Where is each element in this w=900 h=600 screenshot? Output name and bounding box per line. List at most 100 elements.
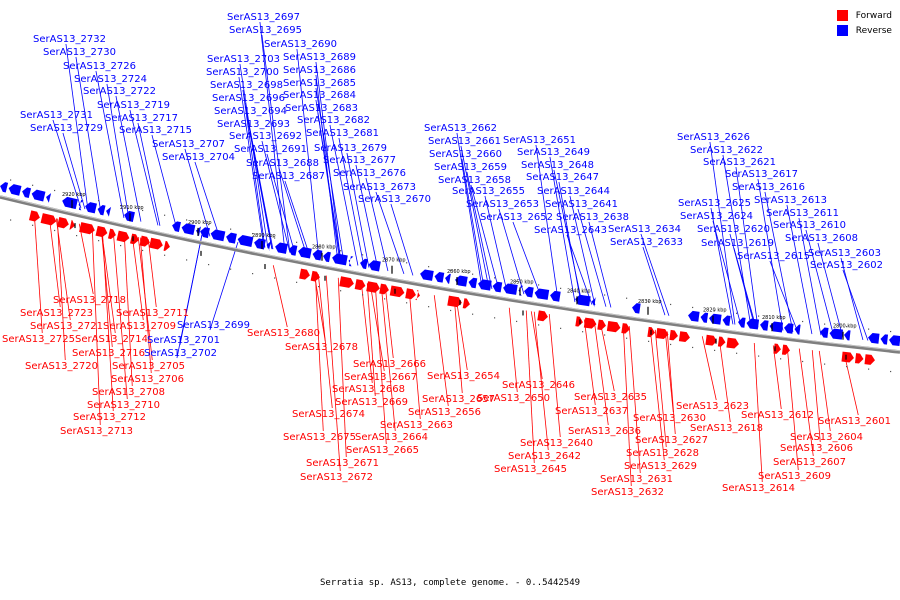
reverse-connector-line [722,154,752,327]
forward-gene-label: SerAS13_2666 [353,359,426,370]
forward-gene-label: SerAS13_2667 [344,372,417,383]
reverse-gene-arrow [769,321,784,333]
rail-dot [362,294,364,296]
forward-connector-line [622,325,632,487]
reverse-gene-label: SerAS13_2659 [434,162,507,173]
reverse-connector-line [315,74,339,262]
reverse-connector-line [640,233,670,316]
reverse-gene-label: SerAS13_2608 [785,233,858,244]
rail-dot [802,320,804,323]
reverse-gene-arrow [298,247,312,259]
forward-gene-arrow [597,319,606,331]
reverse-connector-line [176,234,203,359]
forward-gene-label: SerAS13_2675 [283,432,356,443]
rail-dot [98,200,100,202]
reverse-connector-line [137,122,161,226]
reverse-connector-line [261,140,291,253]
legend-label-reverse: Reverse [855,25,892,36]
forward-gene-label: SerAS13_2618 [690,423,763,434]
forward-gene-arrow [366,281,380,293]
rail-dot [428,266,430,268]
forward-connector-line [453,298,463,394]
forward-gene-label: SerAS13_2627 [635,435,708,446]
forward-gene-label: SerAS13_2705 [112,361,185,372]
forward-gene-label: SerAS13_2718 [53,295,126,306]
forward-gene-label: SerAS13_2607 [773,457,846,468]
reverse-gene-arrow [746,318,760,330]
reverse-gene-arrow [323,251,331,263]
forward-connector-line [593,320,609,426]
forward-connector-line [380,285,396,432]
forward-gene-label: SerAS13_2630 [633,413,706,424]
rail-dot [714,349,716,352]
reverse-gene-label: SerAS13_2687 [252,171,325,182]
forward-gene-arrow [621,323,630,334]
reverse-connector-line [65,43,89,210]
rail-dot [230,268,232,270]
reverse-connector-line [390,203,414,276]
reverse-gene-arrow [78,200,84,211]
reverse-gene-label: SerAS13_2726 [63,61,136,72]
forward-gene-label: SerAS13_2628 [626,448,699,459]
reverse-gene-arrow [820,327,829,338]
forward-gene-label: SerAS13_2636 [568,426,641,437]
scale-tick-label: 2830 kbp [638,299,662,305]
forward-gene-arrow [163,240,170,251]
reverse-gene-arrow [348,256,354,267]
forward-gene-arrow [864,354,875,365]
reverse-connector-line [460,145,490,289]
reverse-connector-line [62,132,86,210]
reverse-gene-arrow [709,313,722,325]
reverse-gene-label: SerAS13_2626 [677,132,750,143]
reverse-gene-arrow [434,271,445,283]
scale-tick-label: 2890 kbp [252,233,276,239]
forward-gene-arrow [130,233,139,245]
reverse-connector-line [733,247,757,328]
reverse-gene-label: SerAS13_2719 [97,100,170,111]
rail-dot [296,281,298,283]
reverse-connector-line [456,132,483,288]
forward-connector-line [533,311,549,451]
reverse-gene-label: SerAS13_2644 [537,186,610,197]
reverse-connector-line [512,221,542,297]
rail-dot [802,360,804,363]
forward-gene-arrow [606,320,621,333]
reverse-gene-arrow [420,269,434,281]
rail-dot [208,223,210,226]
forward-gene-label: SerAS13_2657 [422,394,495,405]
scale-tick-label: 2850 kbp [510,279,534,285]
rail-dot [604,294,606,296]
forward-gene-label: SerAS13_2650 [477,393,550,404]
reverse-connector-line [842,269,869,341]
rail-dot [384,298,386,300]
forward-gene-label: SerAS13_2713 [60,426,133,437]
reverse-gene-arrow [688,310,700,322]
reverse-connector-line [209,242,239,331]
reverse-gene-arrow [226,232,237,244]
rail-dot [516,320,518,323]
forward-gene-label: SerAS13_2723 [20,308,93,319]
reverse-gene-arrow [784,323,794,334]
forward-gene-arrow [95,225,108,238]
reverse-gene-label: SerAS13_2660 [429,149,502,160]
forward-gene-arrow [299,268,310,280]
reverse-connector-line [577,208,607,307]
forward-gene-label: SerAS13_2646 [502,380,575,391]
forward-gene-label: SerAS13_2606 [780,443,853,454]
reverse-gene-label: SerAS13_2643 [534,225,607,236]
forward-gene-arrow [310,270,320,282]
forward-gene-arrow [149,237,163,250]
forward-gene-arrow [107,228,116,240]
reverse-connector-line [798,217,822,336]
rail-dot [318,285,320,288]
forward-connector-line [325,275,341,472]
rail-dot [824,323,826,325]
reverse-connector-line [266,153,296,254]
reverse-gene-arrow [254,238,266,250]
forward-gene-label: SerAS13_2665 [346,445,419,456]
rail-dot [252,273,254,275]
reverse-gene-label: SerAS13_2681 [306,128,379,139]
rail-dot [406,262,408,264]
forward-connector-line [530,311,543,380]
reverse-gene-arrow [97,204,106,216]
